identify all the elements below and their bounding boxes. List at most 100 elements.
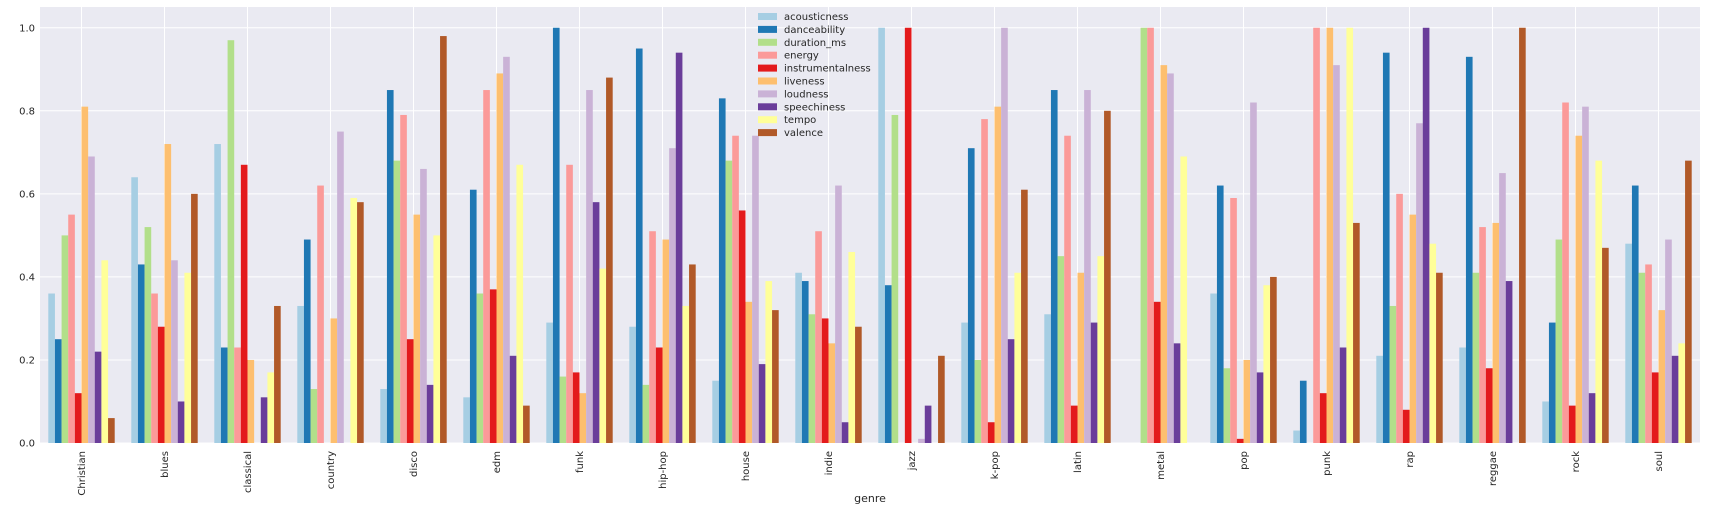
bar-instrumentalness-rock (1568, 405, 1576, 443)
bar-acousticness-blues (131, 177, 138, 443)
bar-acousticness-jazz (878, 27, 885, 444)
bar-loudness-latin (1084, 90, 1091, 444)
bar-loudness-funk (586, 90, 593, 444)
bar-duration_ms-metal (1140, 27, 1148, 444)
bar-danceability-latin (1050, 90, 1058, 444)
bar-valence-house (772, 310, 779, 443)
bar-valence-disco (440, 36, 447, 444)
y-tick-label: 0.8 (19, 106, 35, 117)
bar-speechiness-rap (1422, 27, 1430, 444)
bar-danceability-blues (137, 264, 145, 443)
x-tick-label-hip-hop: hip-hop (658, 451, 669, 489)
bar-loudness-soul (1665, 239, 1672, 443)
x-tick-label-jazz: jazz (907, 451, 918, 471)
bar-liveness-reggae (1492, 222, 1500, 443)
legend-label-liveness: liveness (784, 77, 825, 88)
legend-swatch-danceability (758, 25, 777, 33)
bar-liveness-blues (164, 144, 172, 443)
x-tick-label-soul: soul (1654, 451, 1665, 471)
legend-label-duration_ms: duration_ms (784, 38, 846, 49)
bar-liveness-k-pop (994, 106, 1002, 444)
y-tick-label: 1.0 (19, 23, 35, 34)
bar-liveness-house (745, 301, 753, 443)
bar-instrumentalness-blues (157, 326, 165, 443)
bar-liveness-disco (413, 214, 421, 443)
bar-instrumentalness-rap (1402, 409, 1410, 443)
bar-loudness-k-pop (1001, 27, 1008, 444)
bar-speechiness-house (758, 364, 766, 443)
legend-swatch-liveness (758, 77, 777, 85)
x-tick-label-classical: classical (243, 451, 254, 493)
bar-speechiness-funk (592, 202, 600, 443)
bar-instrumentalness-hip-hop (655, 347, 663, 443)
bar-acousticness-Christian (48, 293, 55, 443)
bar-danceability-k-pop (967, 148, 975, 443)
bar-energy-latin (1064, 135, 1071, 443)
bar-energy-country (317, 185, 324, 444)
bar-valence-indie (855, 326, 862, 443)
x-tick-label-Christian: Christian (77, 451, 88, 496)
bar-speechiness-pop (1256, 372, 1264, 443)
bar-instrumentalness-pop (1236, 438, 1244, 443)
bar-instrumentalness-disco (406, 339, 414, 443)
bar-energy-disco (400, 114, 407, 443)
bar-duration_ms-edm (476, 293, 484, 443)
bar-loudness-hip-hop (669, 148, 676, 443)
bar-instrumentalness-punk (1319, 393, 1327, 443)
bar-duration_ms-Christian (61, 235, 69, 443)
bar-duration_ms-rap (1389, 305, 1397, 443)
bar-energy-house (732, 135, 739, 443)
bar-danceability-rock (1548, 322, 1556, 443)
bar-danceability-classical (220, 347, 228, 443)
bar-acousticness-disco (380, 389, 387, 443)
bar-instrumentalness-latin (1070, 405, 1078, 443)
legend-swatch-instrumentalness (758, 64, 777, 72)
y-tick-label: 0.0 (19, 439, 35, 450)
bar-speechiness-disco (426, 384, 434, 443)
bar-loudness-pop (1250, 102, 1257, 443)
bar-speechiness-Christian (94, 351, 102, 443)
bar-tempo-rock (1595, 160, 1603, 443)
bar-acousticness-house (712, 380, 719, 443)
bar-loudness-metal (1167, 73, 1174, 443)
bar-valence-pop (1270, 276, 1277, 443)
bar-energy-hip-hop (649, 231, 656, 443)
bar-tempo-pop (1263, 285, 1271, 443)
bar-acousticness-punk (1293, 430, 1300, 443)
bar-instrumentalness-edm (489, 289, 497, 443)
x-tick-label-rap: rap (1405, 451, 1416, 468)
bar-tempo-funk (599, 268, 607, 443)
legend-swatch-loudness (758, 90, 777, 98)
legend-swatch-energy (758, 51, 777, 59)
bar-tempo-Christian (101, 260, 109, 443)
bar-danceability-soul (1631, 185, 1639, 444)
bar-acousticness-rap (1376, 355, 1383, 443)
x-tick-label-edm: edm (492, 451, 503, 473)
bar-speechiness-latin (1090, 322, 1098, 443)
bar-speechiness-edm (509, 355, 517, 443)
bar-liveness-latin (1077, 272, 1085, 443)
bar-duration_ms-reggae (1472, 272, 1480, 443)
bar-valence-latin (1104, 110, 1111, 444)
x-tick-label-rock: rock (1571, 451, 1582, 473)
bar-tempo-soul (1678, 343, 1686, 443)
bar-energy-reggae (1479, 227, 1486, 443)
bar-liveness-edm (496, 73, 504, 443)
bar-tempo-indie (848, 251, 856, 443)
bar-danceability-Christian (54, 339, 62, 443)
y-tick-label: 0.6 (19, 189, 35, 200)
x-tick-label-house: house (741, 451, 752, 481)
bar-tempo-rap (1429, 243, 1437, 443)
bar-valence-k-pop (1021, 189, 1028, 443)
bar-valence-soul (1685, 160, 1692, 443)
bar-acousticness-soul (1625, 243, 1632, 443)
bar-danceability-punk (1299, 380, 1307, 443)
bar-speechiness-jazz (924, 405, 932, 443)
bar-liveness-pop (1243, 359, 1251, 443)
bar-duration_ms-blues (144, 227, 152, 443)
bar-energy-k-pop (981, 119, 988, 443)
bar-speechiness-reggae (1505, 281, 1513, 443)
bar-instrumentalness-indie (821, 318, 829, 443)
bar-loudness-reggae (1499, 173, 1506, 443)
